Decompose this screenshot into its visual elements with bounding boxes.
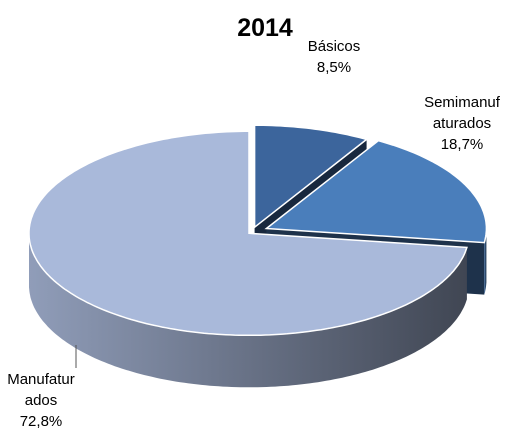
value-label: 72,8% [19, 413, 63, 430]
slice-side [484, 228, 487, 295]
value-label: 8,5% [316, 59, 352, 76]
slice [253, 124, 369, 229]
slice [28, 130, 468, 337]
value-label: 18,7% [440, 136, 484, 153]
category-label: Básicos [307, 38, 361, 55]
category-label: Manufaturados [7, 371, 75, 409]
slice-side [29, 233, 467, 388]
category-label: Semimanufaturados [424, 94, 500, 132]
chart-title: 2014 [237, 14, 293, 42]
slice [264, 139, 488, 244]
